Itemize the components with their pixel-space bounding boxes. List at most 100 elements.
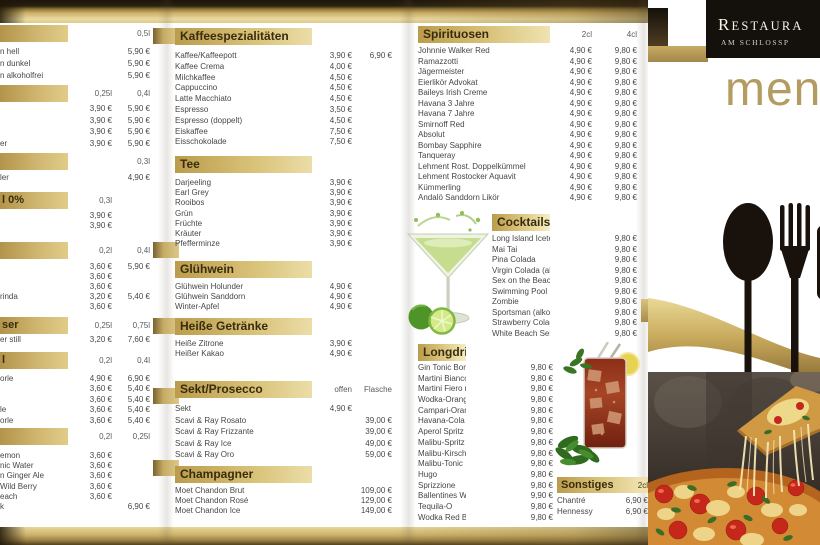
item-price-2: 6,90 € xyxy=(127,374,150,383)
restaurant-name: RESTAURA xyxy=(718,15,804,34)
item-price-2: 9,80 € xyxy=(614,286,637,296)
menu-item: Cappuccino 4,50 € xyxy=(175,83,392,94)
item-price-1 xyxy=(312,416,352,428)
item-price-1 xyxy=(466,438,508,449)
item-name: n hell xyxy=(0,47,20,56)
section-header-cell: Kaffeespezialitäten xyxy=(175,28,312,45)
item-price-1 xyxy=(312,450,352,462)
item-price-2: 9,80 € xyxy=(614,151,637,160)
item-price-2: 9,80 € xyxy=(614,307,637,317)
item-name: Martini Fiero mit Eis xyxy=(418,384,466,394)
item-price-2: 9,80 € xyxy=(530,459,553,469)
section-header-cell: ser xyxy=(0,317,68,334)
item-price-1: 3,90 € xyxy=(329,239,352,249)
menu-item: er 3,90 € 5,90 € xyxy=(0,139,150,151)
item-name: Malibu-Kirsch xyxy=(418,448,466,458)
section-header-row: l 0% 0,3l xyxy=(0,192,150,209)
item-name: Malibu-Spritz xyxy=(418,437,465,447)
menu-item: 3,60 € xyxy=(0,272,150,282)
item-price-1: 3,90 € xyxy=(329,228,352,238)
section-header-bar xyxy=(0,153,68,170)
section-header-row: 0,2l 0,25l xyxy=(0,428,150,445)
item-price-2: 5,90 € xyxy=(127,104,150,113)
item-name: Ballentines Whisky-Cola xyxy=(418,491,466,501)
menu-item: Heiße Zitrone 3,90 € xyxy=(175,339,392,349)
item-price-2: 5,40 € xyxy=(127,384,150,394)
section-header-bar xyxy=(0,242,68,259)
item-price-2: 9,80 € xyxy=(530,469,553,479)
item-price-1: 3,90 € xyxy=(89,104,112,113)
item-price-1: 4,90 € xyxy=(569,130,592,139)
menu-item: Kaffee/Kaffeepott 3,90 € 6,90 € xyxy=(175,51,392,62)
item-name xyxy=(0,272,68,282)
menu-item: rinda 3,20 € 5,40 € xyxy=(0,292,150,302)
item-price-2: 9,80 € xyxy=(614,77,637,87)
item-price-1 xyxy=(68,47,112,59)
item-price-2 xyxy=(352,83,392,94)
item-price-1: 3,90 € xyxy=(329,208,352,218)
menu-item: Kräuter 3,90 € xyxy=(175,229,392,239)
menu-item: Johnnie Walker Red 4,90 € 9,80 € xyxy=(418,46,637,57)
section-header-cell: Spirituosen xyxy=(418,26,550,43)
item-price-1: 3,90 € xyxy=(89,211,112,220)
item-price-1 xyxy=(550,297,592,308)
item-name xyxy=(0,395,68,405)
item-price-1: 4,90 € xyxy=(569,67,592,76)
menu-item: 3,60 € 5,40 € xyxy=(0,395,150,405)
section-header-row: Champagner xyxy=(175,466,392,483)
section-header-cell xyxy=(0,428,68,445)
menu-item: Hugo 9,80 € xyxy=(418,470,553,481)
item-name: Wodka Red Bull xyxy=(418,512,466,522)
item-name xyxy=(0,221,68,231)
menu-item: Früchte 3,90 € xyxy=(175,219,392,229)
item-price-2 xyxy=(352,198,392,208)
menu-item: Sprizzione 9,80 € xyxy=(418,481,553,492)
item-price-2: 9,80 € xyxy=(614,265,637,275)
item-name: Scavi & Ray Frizzante xyxy=(175,427,254,436)
drinks-column: Spirituosen 2cl 4cl Johnnie Walker Red 4,90 … xyxy=(418,0,637,545)
item-name xyxy=(0,104,68,116)
item-name: Martini Bianco mit Eis xyxy=(418,373,466,383)
menu-item: er still 3,20 € 7,60 € xyxy=(0,335,150,344)
item-price-1: 3,50 € xyxy=(329,104,352,114)
item-name: orle xyxy=(0,374,14,383)
item-price-2: 9,80 € xyxy=(530,373,553,383)
section-header-cell: Tee xyxy=(175,156,312,173)
item-price-1: 4,90 € xyxy=(569,151,592,160)
section-header-cell: Champagner xyxy=(175,466,312,483)
menu-item: 3,60 € 5,40 € xyxy=(0,384,150,394)
item-price-1: 3,60 € xyxy=(89,461,112,471)
menu-item: 3,90 € xyxy=(0,211,150,221)
menu-item: 3,60 € 5,90 € xyxy=(0,262,150,272)
coffee-column: Kaffeespezialitäten Kaffee/Kaffeepott 3,90… xyxy=(175,0,392,545)
menu-item: Kümmerling 4,90 € 9,80 € xyxy=(418,183,637,194)
item-name: Aperol Spritz xyxy=(418,427,464,437)
menu-item: n dunkel 5,90 € xyxy=(0,59,150,71)
menu-item: Glühwein Holunder 4,90 € xyxy=(175,282,392,292)
section-header-row: ser 0,25l 0,75l xyxy=(0,317,150,334)
menu-item: Mai Tai 9,80 € xyxy=(492,245,637,256)
item-name: Earl Grey xyxy=(175,188,209,198)
menu-item: Malibu-Tonic 9,80 € xyxy=(418,459,553,470)
item-price-1 xyxy=(312,506,352,516)
item-price-2: 5,90 € xyxy=(127,127,150,137)
menu-item: Long Island Icetea 9,80 € xyxy=(492,234,637,245)
fold-gold-fragment xyxy=(153,388,179,404)
item-price-2: 109,00 € xyxy=(360,486,392,495)
item-name: Havana 3 Jahre xyxy=(418,98,475,108)
section-header-row: Tee xyxy=(175,156,392,173)
section-header-row: 0,3l xyxy=(0,153,150,170)
menu-item: Martini Bianco mit Eis 9,80 € xyxy=(418,374,553,385)
item-name: n dunkel xyxy=(0,59,31,68)
item-price-2: 9,80 € xyxy=(530,480,553,490)
item-price-2: 9,80 € xyxy=(614,119,637,129)
item-price-1: 4,90 € xyxy=(329,404,352,413)
item-price-2 xyxy=(112,492,150,502)
item-name: Zombie xyxy=(492,297,519,306)
menu-item: Baileys Irish Creme 4,90 € 9,80 € xyxy=(418,88,637,99)
item-price-1: 3,60 € xyxy=(89,471,112,481)
item-price-2 xyxy=(352,349,392,359)
menu-item: each 3,60 € xyxy=(0,492,150,502)
item-name: Darjeeling xyxy=(175,178,212,187)
item-price-2 xyxy=(352,73,392,84)
